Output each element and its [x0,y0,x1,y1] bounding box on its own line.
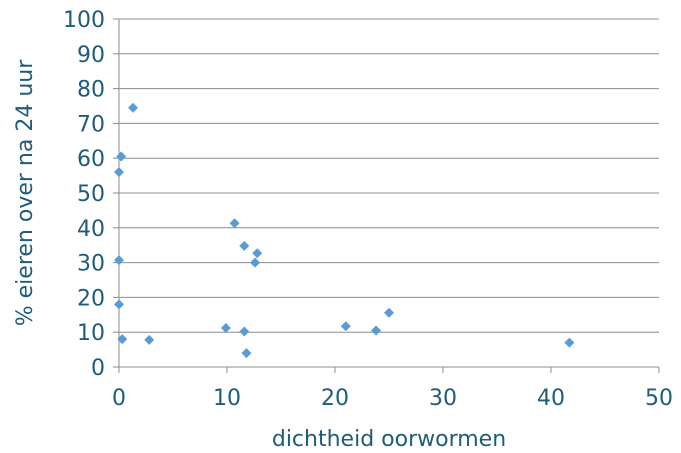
data-points [114,102,575,359]
y-tick-label: 40 [77,217,105,242]
x-tick-label: 0 [112,386,126,411]
data-point [229,218,240,229]
data-point [144,334,155,345]
y-axis-title: % eieren over na 24 uur [13,59,38,326]
y-tick-label: 0 [91,356,105,381]
axes [113,18,660,373]
x-tick-label: 40 [537,386,565,411]
x-tick-label: 10 [213,386,241,411]
gridlines [119,18,659,333]
x-tick-labels: 0 10 20 30 40 50 [112,386,673,411]
data-point [117,334,128,345]
y-tick-label: 80 [77,78,105,103]
y-tick-labels: 0 10 20 30 40 50 60 70 80 90 100 [63,8,105,381]
data-point [340,321,351,332]
data-point [114,299,124,310]
data-point [128,102,139,113]
y-tick-label: 90 [77,43,105,68]
y-tick-label: 70 [77,112,105,137]
y-tick-label: 100 [63,8,105,33]
y-tick-label: 10 [77,321,105,346]
data-point [114,255,124,266]
y-tick-label: 50 [77,182,105,207]
data-point [250,257,261,268]
data-point [116,151,127,162]
y-tick-label: 30 [77,252,105,277]
x-tick-label: 20 [321,386,349,411]
data-point [252,248,263,259]
x-tick-label: 30 [429,386,457,411]
data-point [384,307,394,318]
data-point [114,167,124,178]
x-axis-title: dichtheid oorwormen [272,427,506,452]
y-tick-label: 60 [77,147,105,172]
data-point [239,240,250,251]
data-point [241,348,252,359]
data-point [564,337,575,348]
data-point [371,325,382,336]
x-tick-label: 50 [645,386,673,411]
data-point [239,326,250,337]
data-point [220,323,231,334]
y-tick-label: 20 [77,286,105,311]
